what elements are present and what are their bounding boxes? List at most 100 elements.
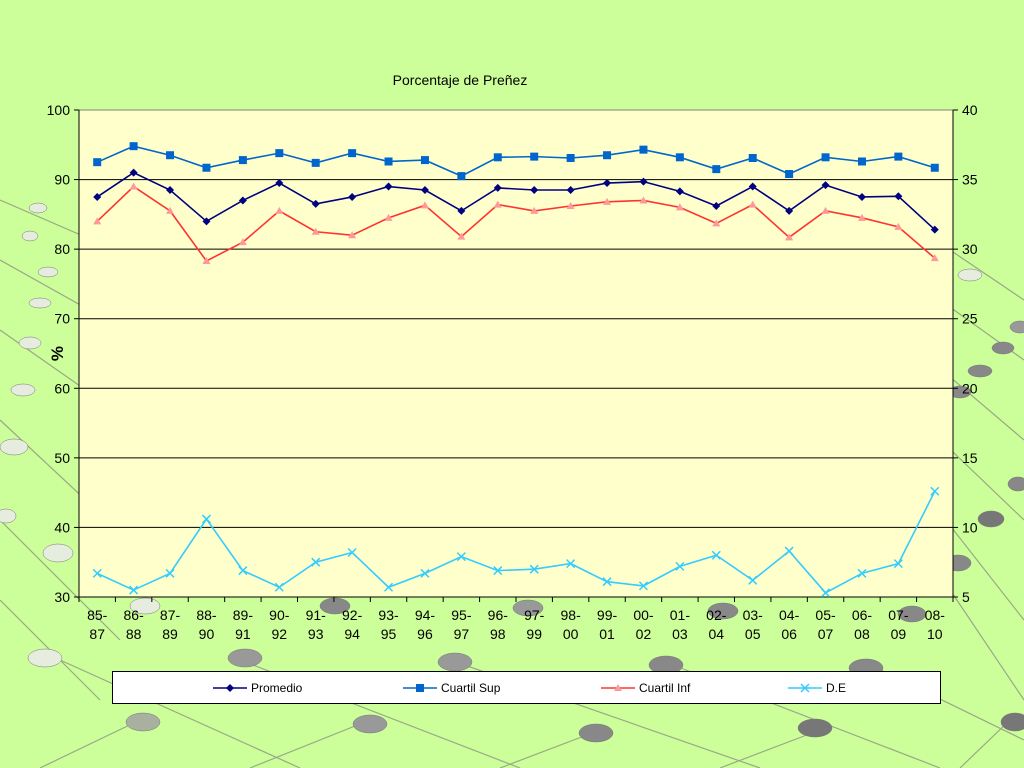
data-point: [311, 158, 320, 167]
x-tick-label: 00-02: [633, 607, 654, 642]
x-tick-label: 93-95: [378, 607, 399, 642]
x-tick-label: 88-90: [196, 607, 217, 642]
data-point: [857, 157, 866, 166]
x-tick-label: 86-88: [124, 607, 145, 642]
data-point: [201, 514, 211, 524]
data-point: [566, 202, 575, 210]
bg-sphere: [42, 543, 74, 563]
bg-sphere: [0, 438, 29, 456]
x-tick-label: 98-00: [561, 607, 582, 642]
y-tick-label: 100: [47, 102, 71, 118]
bg-sphere: [512, 599, 544, 617]
data-point: [675, 187, 684, 196]
data-point: [493, 566, 503, 576]
legend-item-promedio: Promedio: [213, 672, 302, 703]
y-tick-label: 30: [54, 589, 70, 605]
x-tick-label: 90-92: [269, 607, 290, 642]
y-tick-label: 60: [54, 380, 70, 396]
data-point: [275, 179, 284, 188]
data-point: [493, 153, 502, 162]
x-tick-label: 05-07: [815, 607, 836, 642]
data-point: [456, 552, 466, 562]
bg-sphere: [977, 510, 1005, 528]
bg-grid-line: [959, 719, 1011, 768]
bg-sphere: [129, 597, 161, 615]
data-point: [420, 568, 430, 578]
y2-tick-label: 5: [962, 589, 970, 605]
legend-item-de: D.E: [788, 672, 846, 703]
data-point: [202, 217, 211, 226]
data-point: [785, 206, 794, 215]
plot-area: [78, 109, 954, 598]
data-point: [712, 202, 721, 211]
bg-sphere: [1007, 476, 1024, 492]
data-point: [129, 168, 138, 177]
data-point: [457, 232, 466, 240]
data-point: [712, 219, 721, 227]
data-point: [603, 179, 612, 188]
data-point: [603, 151, 612, 160]
data-point: [348, 192, 357, 201]
data-point: [166, 186, 175, 195]
x-tick-label: 96-98: [488, 607, 509, 642]
legend-marker-de: [788, 682, 822, 693]
bg-sphere: [27, 648, 63, 668]
data-point: [384, 582, 394, 592]
x-tick-label: 89-91: [233, 607, 254, 642]
data-point: [311, 199, 320, 208]
data-point: [529, 564, 539, 574]
data-point: [347, 547, 357, 558]
bg-sphere: [967, 364, 993, 378]
data-point: [493, 200, 502, 208]
legend-item-cuartil-sup: Cuartil Sup: [403, 672, 500, 703]
data-point: [238, 196, 247, 205]
legend-marker-promedio: [213, 683, 247, 692]
bg-grid-line: [719, 729, 821, 768]
data-point: [639, 145, 648, 154]
bg-sphere: [227, 648, 263, 668]
data-point: [930, 163, 939, 172]
data-point: [930, 254, 939, 262]
bg-sphere: [10, 383, 36, 397]
data-point: [530, 186, 539, 195]
bg-sphere: [37, 266, 59, 278]
data-point: [566, 154, 575, 163]
data-point: [603, 197, 612, 205]
data-point: [275, 149, 284, 158]
x-tick-label: 08-10: [925, 607, 946, 642]
data-point: [92, 568, 102, 578]
x-tick-label: 07-09: [888, 607, 909, 642]
legend-marker-cuartil-sup: [403, 683, 437, 692]
data-point: [166, 151, 175, 160]
data-point: [748, 200, 757, 208]
data-point: [711, 550, 721, 560]
y-tick-label: 90: [54, 172, 70, 188]
bg-grid-line: [949, 249, 1024, 301]
y2-tick-label: 10: [962, 519, 978, 535]
x-tick-label: 91-93: [306, 607, 327, 642]
bg-sphere: [1009, 320, 1024, 334]
legend-marker-cuartil-inf: [601, 683, 635, 691]
data-point: [238, 238, 247, 246]
bg-sphere: [707, 602, 739, 620]
bg-grid-line: [0, 519, 121, 641]
x-tick-label: 97-99: [524, 607, 545, 642]
data-point: [457, 206, 466, 215]
data-point: [712, 165, 721, 174]
data-point: [165, 568, 175, 578]
data-point: [785, 170, 794, 179]
data-point: [821, 206, 830, 214]
y2-tick-label: 30: [962, 241, 978, 257]
data-point: [238, 566, 248, 576]
y2-tick-label: 40: [962, 102, 978, 118]
data-point: [639, 196, 648, 204]
y-axis-label: %: [48, 346, 67, 361]
data-point: [638, 581, 648, 591]
data-point: [166, 206, 175, 214]
data-point: [894, 192, 903, 201]
series-line-cuartil-sup: [96, 145, 936, 177]
data-point: [821, 153, 830, 162]
data-point: [202, 256, 211, 264]
data-point: [857, 213, 866, 221]
